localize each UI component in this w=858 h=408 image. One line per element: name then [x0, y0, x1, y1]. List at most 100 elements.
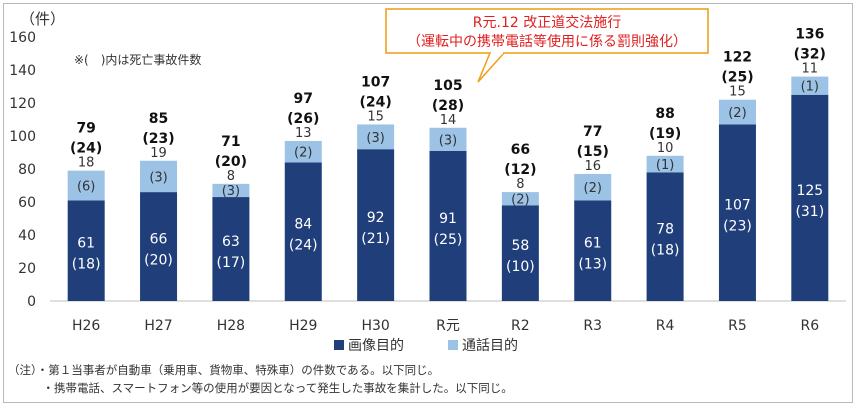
callout-line-1: R元.12 改正道交法施行: [473, 14, 621, 31]
bar-segment-call: [67, 170, 105, 201]
axes: 0 20 40 60 80 100 120 140 160 H26 H27 H28 H29 H30 R元 R2…: [9, 30, 846, 334]
value-label-call: 10: [657, 141, 674, 156]
fatal-label-call: (3): [439, 133, 457, 148]
total-fatal-label: (28): [432, 98, 464, 114]
fatal-label-call: (1): [656, 158, 674, 173]
value-label-image: 84: [294, 217, 312, 233]
value-label-call: 11: [802, 62, 819, 77]
fatal-label-image: (24): [289, 238, 318, 254]
footnote-1: （注）・第１当事者が自動車（乗用車、貨物車、特殊車）の件数である。以下同じ。: [8, 363, 440, 377]
fatal-label-image: (13): [578, 257, 607, 273]
fatal-label-image: (20): [144, 253, 173, 269]
total-label: 136: [795, 27, 824, 43]
bar-segment-image: [501, 205, 539, 301]
x-tick-label: R2: [511, 318, 530, 334]
total-fatal-label: (12): [504, 162, 536, 178]
total-fatal-label: (32): [794, 47, 826, 63]
x-tick-label: H30: [361, 318, 389, 334]
value-label-image: 125: [796, 183, 823, 199]
callout-box: R元.12 改正道交法施行 （運転中の携帯電話等使用に係る罰則強化）: [385, 8, 709, 83]
bar-segment-call: [140, 160, 178, 193]
fatal-label-call: (6): [77, 180, 95, 195]
bar-segment-call: [212, 183, 250, 198]
fatal-label-image: (17): [217, 255, 246, 271]
fatal-label-call: (3): [222, 184, 240, 199]
value-label-call: 8: [516, 177, 524, 192]
value-label-image: 58: [511, 238, 529, 254]
y-tick-label: 60: [18, 195, 36, 211]
data-labels: 61 (18) 18 (6) 79 (24) 66 (20) 19 (3) 85 (23) 63 (17)…: [70, 27, 826, 276]
value-label-call: 15: [367, 109, 384, 124]
bar-segment-call: [791, 76, 829, 95]
legend-label-call: 通話目的: [462, 337, 518, 354]
y-tick-label: 120: [9, 96, 36, 112]
total-label: 107: [361, 74, 390, 90]
total-fatal-label: (24): [70, 141, 102, 157]
fatal-count-note: ※( )内は死亡事故件数: [74, 52, 201, 67]
y-tick-label: 80: [18, 162, 36, 178]
bar-segment-image: [791, 94, 829, 301]
total-fatal-label: (26): [287, 111, 319, 127]
fatal-label-call: (2): [728, 106, 746, 121]
y-tick-label: 0: [27, 294, 36, 310]
x-tick-label: R3: [583, 318, 602, 334]
total-fatal-label: (19): [649, 126, 681, 142]
x-tick-label: H26: [72, 318, 100, 334]
total-label: 105: [433, 78, 462, 94]
footnote-2: ・携帯電話、スマートフォン等の使用が要因となって発生した事故を集計した。以下同じ…: [8, 381, 513, 395]
fatal-label-image: (10): [506, 259, 535, 275]
y-tick-label: 140: [9, 63, 36, 79]
x-tick-label: R4: [656, 318, 675, 334]
bar-segment-image: [574, 200, 612, 301]
bar-segment-call: [718, 99, 756, 125]
bar-segment-call: [646, 155, 684, 173]
total-fatal-label: (24): [359, 94, 391, 110]
fatal-label-image: (25): [434, 232, 463, 248]
value-label-image: 61: [584, 236, 602, 252]
fatal-label-image: (23): [723, 219, 752, 235]
total-label: 88: [655, 106, 674, 122]
x-tick-label: H28: [217, 318, 245, 334]
fatal-label-image: (21): [361, 231, 390, 247]
fatal-label-call: (2): [294, 146, 312, 161]
total-fatal-label: (25): [721, 70, 753, 86]
total-label: 97: [294, 91, 313, 107]
bar-segment-image: [718, 124, 756, 301]
fatal-label-image: (18): [72, 257, 101, 273]
bar-segment-call: [501, 192, 539, 206]
total-label: 79: [76, 121, 95, 137]
total-label: 85: [149, 111, 168, 127]
value-label-call: 16: [584, 159, 601, 174]
figure-frame: [3, 3, 853, 403]
value-label-call: 8: [227, 169, 235, 184]
bar-segment-image: [67, 200, 105, 301]
value-label-image: 91: [439, 211, 457, 227]
x-tick-label: H29: [289, 318, 317, 334]
bar-segment-call: [284, 140, 322, 163]
value-label-image: 107: [724, 198, 751, 214]
value-label-image: 66: [150, 232, 168, 248]
bar-segment-image: [646, 172, 684, 301]
bar-segment-image: [284, 162, 322, 301]
total-label: 66: [511, 142, 530, 158]
bar-segment-image: [429, 150, 467, 301]
total-label: 122: [723, 50, 752, 66]
bar-segment-call: [357, 124, 395, 150]
fatal-label-call: (1): [801, 80, 819, 95]
total-label: 77: [583, 124, 602, 140]
callout-line-2: （運転中の携帯電話等使用に係る罰則強化）: [407, 33, 687, 50]
legend: 画像目的 通話目的: [334, 337, 518, 354]
legend-swatch-image: [334, 340, 344, 350]
total-label: 71: [221, 134, 240, 150]
y-tick-label: 40: [18, 228, 36, 244]
value-label-call: 14: [440, 113, 457, 128]
value-label-call: 15: [729, 85, 746, 100]
x-tick-label: R5: [728, 318, 747, 334]
x-tick-label: R元: [436, 318, 460, 334]
legend-swatch-call: [448, 340, 458, 350]
fatal-label-call: (3): [366, 131, 384, 146]
value-label-call: 13: [295, 126, 312, 141]
value-label-image: 78: [656, 222, 674, 238]
bar-segment-call: [574, 173, 612, 201]
stacked-bar-chart: （件） ※( )内は死亡事故件数 R元.12 改正道交法施行 （運転中の携帯電話…: [9, 8, 846, 354]
